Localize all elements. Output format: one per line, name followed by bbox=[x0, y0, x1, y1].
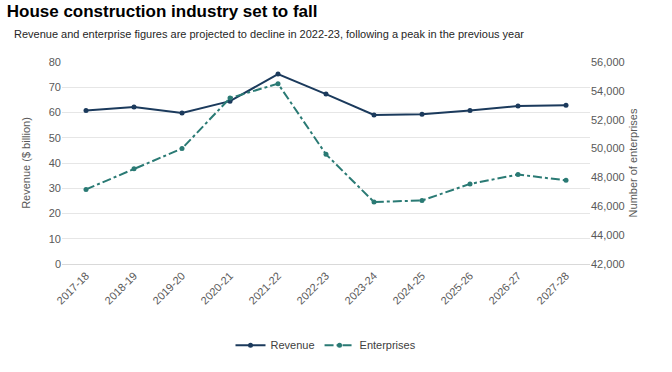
svg-text:House construction industry se: House construction industry set to fall bbox=[7, 2, 318, 21]
svg-text:56,000: 56,000 bbox=[591, 56, 625, 68]
svg-text:42,000: 42,000 bbox=[591, 258, 625, 270]
svg-text:2020-21: 2020-21 bbox=[198, 270, 235, 307]
svg-text:70: 70 bbox=[49, 81, 61, 93]
svg-text:30: 30 bbox=[49, 182, 61, 194]
svg-text:50,000: 50,000 bbox=[591, 142, 625, 154]
svg-text:2018-19: 2018-19 bbox=[102, 270, 139, 307]
svg-text:2026-27: 2026-27 bbox=[486, 270, 523, 307]
svg-text:10: 10 bbox=[49, 233, 61, 245]
svg-text:2019-20: 2019-20 bbox=[150, 270, 187, 307]
svg-text:2027-28: 2027-28 bbox=[534, 270, 571, 307]
svg-text:52,000: 52,000 bbox=[591, 114, 625, 126]
svg-text:54,000: 54,000 bbox=[591, 85, 625, 97]
svg-text:Enterprises: Enterprises bbox=[360, 339, 416, 351]
svg-text:48,000: 48,000 bbox=[591, 171, 625, 183]
svg-text:Revenue ($ billion): Revenue ($ billion) bbox=[20, 117, 32, 209]
svg-text:Revenue and enterprise figures: Revenue and enterprise figures are proje… bbox=[14, 28, 524, 40]
svg-text:2024-25: 2024-25 bbox=[390, 270, 427, 307]
svg-text:Revenue: Revenue bbox=[271, 339, 315, 351]
svg-text:80: 80 bbox=[49, 56, 61, 68]
svg-text:2022-23: 2022-23 bbox=[294, 270, 331, 307]
svg-text:20: 20 bbox=[49, 207, 61, 219]
svg-text:Number of enterprises: Number of enterprises bbox=[627, 108, 639, 217]
svg-text:40: 40 bbox=[49, 157, 61, 169]
svg-text:2017-18: 2017-18 bbox=[54, 270, 91, 307]
svg-text:0: 0 bbox=[55, 258, 61, 270]
svg-text:2023-24: 2023-24 bbox=[342, 270, 379, 307]
svg-text:2021-22: 2021-22 bbox=[246, 270, 283, 307]
svg-text:50: 50 bbox=[49, 132, 61, 144]
svg-text:46,000: 46,000 bbox=[591, 200, 625, 212]
svg-text:44,000: 44,000 bbox=[591, 229, 625, 241]
svg-text:60: 60 bbox=[49, 106, 61, 118]
svg-text:2025-26: 2025-26 bbox=[438, 270, 475, 307]
